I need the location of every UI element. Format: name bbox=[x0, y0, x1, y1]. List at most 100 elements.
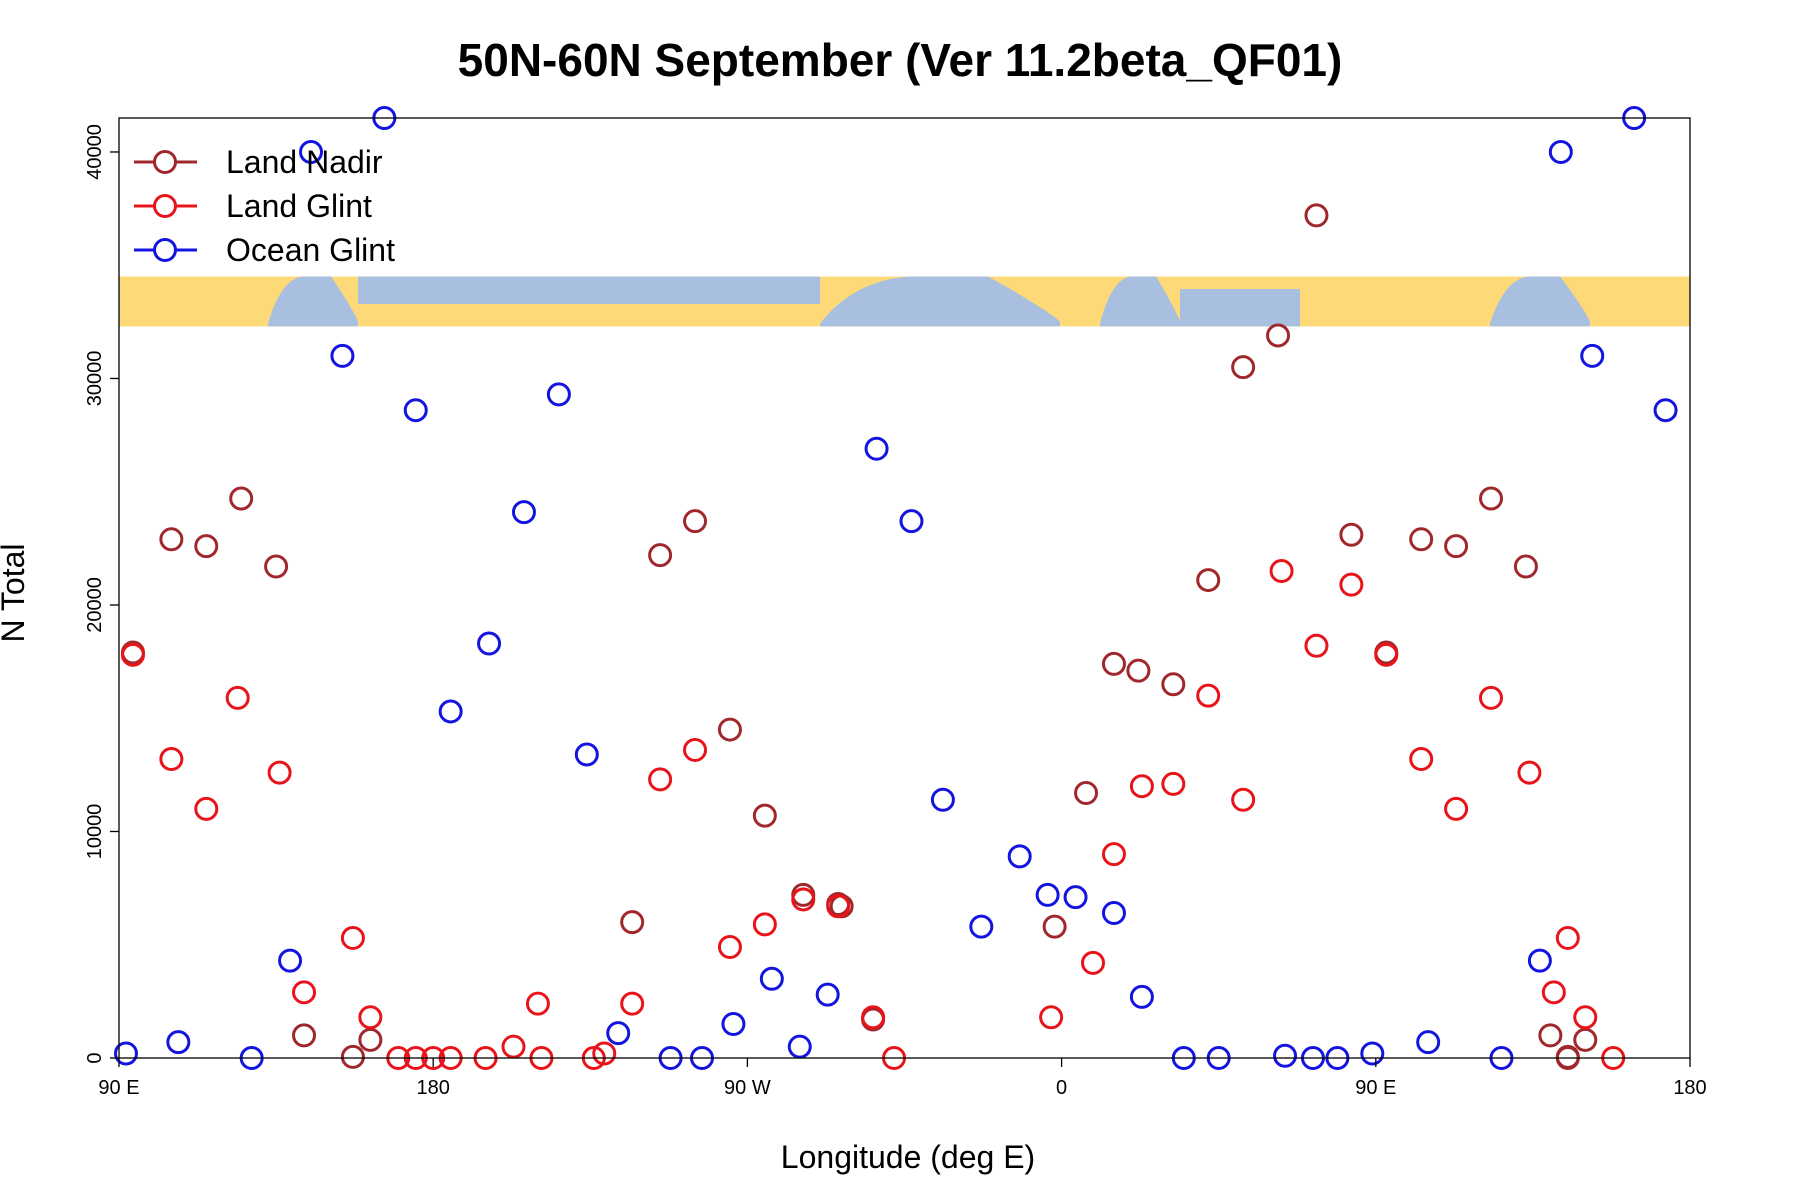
point-land-glint bbox=[225, 685, 250, 710]
point-ocean-glint bbox=[511, 500, 536, 525]
point-land-glint bbox=[1573, 1005, 1598, 1030]
x-tick-label: 180 bbox=[417, 1077, 450, 1099]
point-land-glint bbox=[1304, 633, 1329, 658]
point-land-nadir bbox=[1161, 672, 1186, 697]
map-ocean bbox=[820, 276, 1060, 327]
point-land-glint bbox=[292, 980, 317, 1005]
y-tick-label: 40000 bbox=[84, 124, 106, 180]
point-land-glint bbox=[120, 642, 145, 667]
point-ocean-glint bbox=[330, 343, 355, 368]
map-ocean bbox=[358, 276, 820, 304]
point-land-glint bbox=[159, 747, 184, 772]
point-ocean-glint bbox=[1580, 343, 1605, 368]
point-land-nadir bbox=[1339, 522, 1364, 547]
point-land-nadir bbox=[194, 534, 219, 559]
point-land-nadir bbox=[292, 1023, 317, 1048]
map-ocean bbox=[268, 276, 358, 327]
point-land-glint bbox=[752, 912, 777, 937]
point-ocean-glint bbox=[403, 398, 428, 423]
point-ocean-glint bbox=[438, 699, 463, 724]
point-land-nadir bbox=[229, 486, 254, 511]
point-land-glint bbox=[592, 1041, 617, 1066]
point-ocean-glint bbox=[1273, 1043, 1298, 1068]
point-land-nadir bbox=[1304, 203, 1329, 228]
point-ocean-glint bbox=[1035, 882, 1060, 907]
x-tick-label: 90 W bbox=[724, 1077, 771, 1099]
point-ocean-glint bbox=[606, 1021, 631, 1046]
point-land-glint bbox=[791, 887, 816, 912]
legend-label: Land Nadir bbox=[226, 144, 383, 180]
world-map-strip bbox=[119, 276, 1690, 327]
x-tick-label: 90 E bbox=[98, 1077, 139, 1099]
point-land-nadir bbox=[159, 527, 184, 552]
point-land-nadir bbox=[1555, 1044, 1580, 1069]
point-land-glint bbox=[267, 760, 292, 785]
point-land-glint bbox=[1409, 747, 1434, 772]
plot-frame bbox=[118, 117, 1691, 1059]
point-ocean-glint bbox=[574, 742, 599, 767]
map-ocean bbox=[1180, 289, 1300, 327]
point-land-glint bbox=[826, 894, 851, 919]
map-ocean bbox=[1490, 276, 1590, 327]
point-land-nadir bbox=[1266, 323, 1291, 348]
x-axis: 90 E 180 90 W 0 90 E 180 bbox=[98, 1058, 1707, 1099]
point-land-nadir bbox=[1074, 780, 1099, 805]
point-land-nadir bbox=[1513, 554, 1538, 579]
point-land-glint bbox=[1081, 950, 1106, 975]
legend-marker bbox=[153, 194, 177, 218]
point-land-nadir bbox=[340, 1044, 365, 1069]
point-land-nadir bbox=[1444, 534, 1469, 559]
legend-marker bbox=[153, 150, 177, 174]
point-land-nadir bbox=[264, 554, 289, 579]
point-ocean-glint bbox=[1129, 984, 1154, 1009]
point-land-glint bbox=[717, 935, 742, 960]
point-land-glint bbox=[1161, 771, 1186, 796]
point-land-nadir bbox=[1479, 486, 1504, 511]
point-land-nadir bbox=[717, 717, 742, 742]
point-land-glint bbox=[683, 737, 708, 762]
point-ocean-glint bbox=[1527, 948, 1552, 973]
point-land-glint bbox=[1196, 683, 1221, 708]
x-tick-label: 180 bbox=[1673, 1077, 1706, 1099]
point-land-nadir bbox=[752, 803, 777, 828]
point-land-nadir bbox=[620, 910, 645, 935]
point-ocean-glint bbox=[113, 1041, 138, 1066]
point-ocean-glint bbox=[864, 436, 889, 461]
point-ocean-glint bbox=[1007, 844, 1032, 869]
point-land-nadir bbox=[1042, 914, 1067, 939]
point-ocean-glint bbox=[759, 966, 784, 991]
point-ocean-glint bbox=[477, 631, 502, 656]
point-ocean-glint bbox=[1101, 901, 1126, 926]
point-ocean-glint bbox=[1063, 885, 1088, 910]
point-land-glint bbox=[648, 767, 673, 792]
point-land-glint bbox=[1129, 774, 1154, 799]
point-land-glint bbox=[1374, 642, 1399, 667]
point-land-glint bbox=[1039, 1005, 1064, 1030]
legend-label: Ocean Glint bbox=[226, 232, 395, 268]
point-land-glint bbox=[358, 1005, 383, 1030]
point-ocean-glint bbox=[1653, 398, 1678, 423]
y-tick-label: 0 bbox=[84, 1052, 106, 1063]
point-land-nadir bbox=[1196, 568, 1221, 593]
x-tick-label: 0 bbox=[1056, 1077, 1067, 1099]
y-tick-label: 30000 bbox=[84, 351, 106, 407]
point-ocean-glint bbox=[1360, 1041, 1385, 1066]
point-land-nadir bbox=[1126, 658, 1151, 683]
point-land-glint bbox=[194, 796, 219, 821]
point-land-glint bbox=[1555, 925, 1580, 950]
map-ocean bbox=[1100, 276, 1180, 327]
y-tick-label: 10000 bbox=[84, 804, 106, 860]
point-land-glint bbox=[1541, 980, 1566, 1005]
point-land-glint bbox=[1444, 796, 1469, 821]
legend: Land Nadir Land Glint Ocean Glint bbox=[134, 144, 395, 268]
point-land-nadir bbox=[648, 543, 673, 568]
x-axis-label: Longitude (deg E) bbox=[781, 1139, 1035, 1175]
point-ocean-glint bbox=[1548, 139, 1573, 164]
legend-marker bbox=[153, 238, 177, 262]
point-land-nadir bbox=[358, 1027, 383, 1052]
point-ocean-glint bbox=[899, 509, 924, 534]
y-axis-label: N Total bbox=[0, 543, 31, 642]
point-land-glint bbox=[1269, 559, 1294, 584]
point-land-glint bbox=[1339, 572, 1364, 597]
